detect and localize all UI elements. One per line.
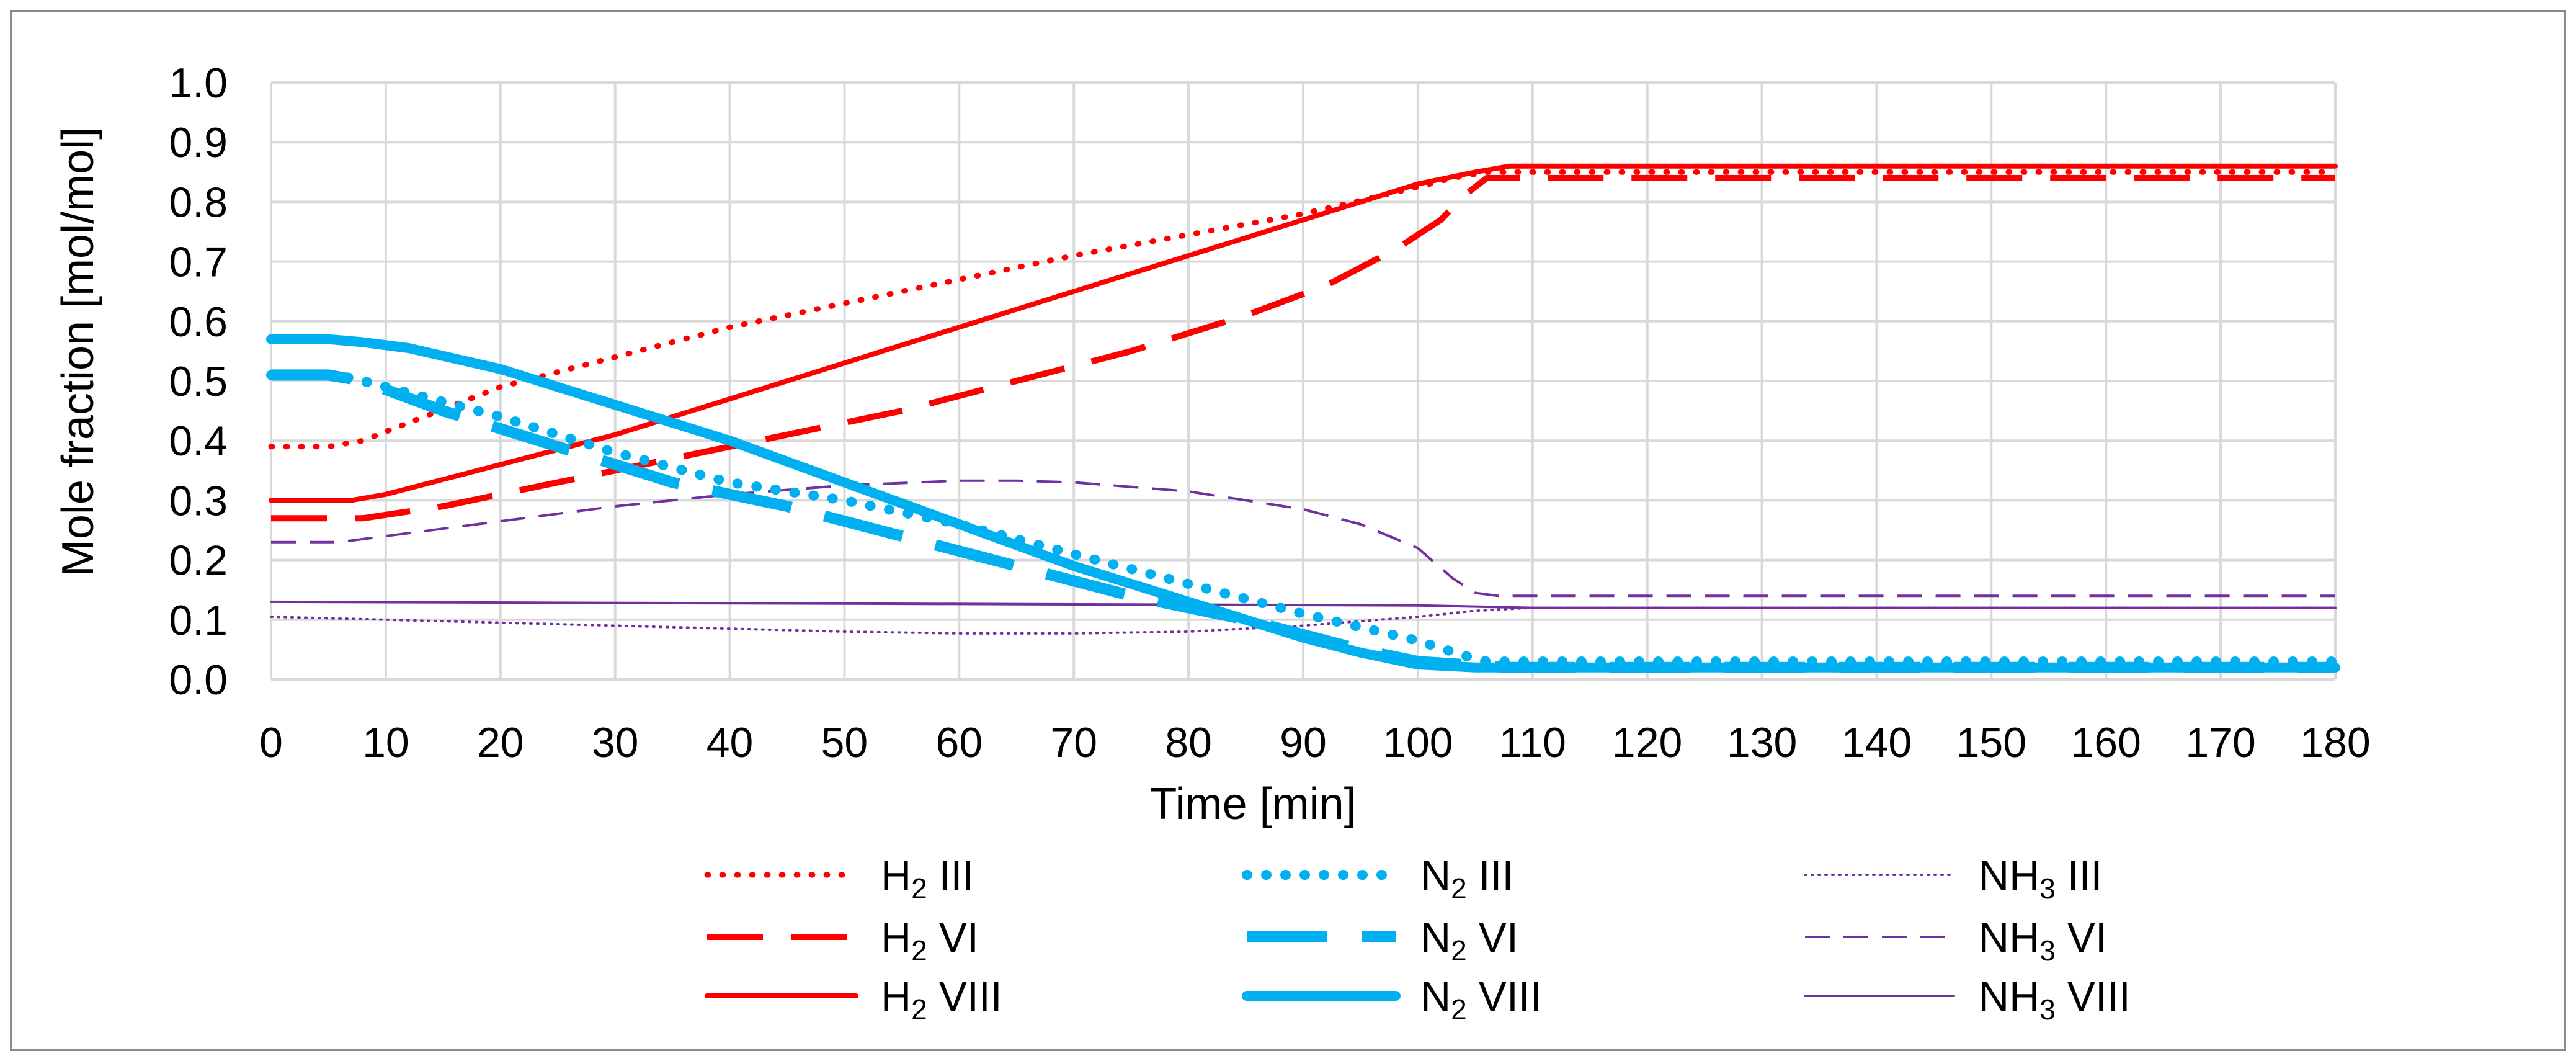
series-line-n2-viii	[266, 334, 2340, 673]
legend-entry-label: H2 III	[881, 852, 974, 905]
x-tick-label: 30	[592, 719, 639, 766]
x-tick-label: 110	[1499, 719, 1566, 766]
series-line-h2-vi	[271, 174, 2335, 522]
x-tick-label: 180	[2300, 719, 2370, 766]
x-tick-label: 160	[2070, 719, 2141, 766]
legend-entry-label: NH3 III	[1979, 852, 2102, 905]
y-tick-label: 0.0	[169, 656, 228, 704]
y-tick-label: 0.1	[169, 597, 228, 644]
x-tick-label: 60	[936, 719, 983, 766]
series-line-h2-viii	[269, 163, 2338, 503]
legend-entry-label: N2 VI	[1420, 914, 1518, 967]
y-axis-label: Mole fraction [mol/mol]	[53, 127, 103, 576]
legend-entry-label: N2 III	[1420, 852, 1513, 905]
x-tick-label: 70	[1050, 719, 1097, 766]
series-line-n2-iii	[266, 370, 2340, 667]
x-tick-label: 100	[1383, 719, 1453, 766]
y-tick-labels: 0.0 0.1 0.2 0.3 0.4 0.5 0.6 0.7 0.8 0.9 1.0	[169, 60, 228, 704]
x-axis-label: Time [min]	[1149, 779, 1356, 829]
series-line-h2-iii	[268, 169, 2338, 450]
x-tick-label: 130	[1727, 719, 1797, 766]
legend-entry-label: NH3 VI	[1979, 914, 2107, 967]
x-tick-label: 40	[706, 719, 754, 766]
y-tick-label: 1.0	[169, 60, 228, 107]
legend: H2 III H2 VI H2 VIII N2 III N2 VI N2 VIII NH3 …	[704, 852, 2131, 1026]
y-tick-label: 0.3	[169, 477, 228, 524]
x-tick-label: 90	[1280, 719, 1327, 766]
y-tick-label: 0.6	[169, 298, 228, 346]
series-line-nh3-vi	[271, 479, 2335, 598]
y-tick-label: 0.4	[169, 418, 228, 465]
legend-entry-label: N2 VIII	[1420, 973, 1542, 1026]
x-tick-label: 10	[362, 719, 409, 766]
y-tick-label: 0.9	[169, 119, 228, 166]
x-tick-label: 50	[821, 719, 868, 766]
grid-lines	[270, 81, 2337, 681]
x-tick-label: 20	[477, 719, 524, 766]
x-tick-label: 120	[1612, 719, 1682, 766]
y-tick-label: 0.7	[169, 239, 228, 286]
y-tick-label: 0.2	[169, 537, 228, 584]
legend-entry-label: NH3 VIII	[1979, 973, 2131, 1026]
x-tick-label: 170	[2185, 719, 2255, 766]
x-tick-label: 80	[1165, 719, 1212, 766]
y-tick-label: 0.5	[169, 358, 228, 405]
legend-entry-label: H2 VIII	[881, 973, 1002, 1026]
series-line-nh3-viii	[270, 600, 2337, 609]
x-tick-label: 150	[1956, 719, 2026, 766]
x-tick-label: 140	[1842, 719, 1912, 766]
y-tick-label: 0.8	[169, 179, 228, 226]
x-tick-labels: 0 10 20 30 40 50 60 70 80 90 100 110 120 130 140 150 160…	[259, 719, 2371, 766]
series-lines	[266, 163, 2340, 673]
x-tick-label: 0	[259, 719, 283, 766]
legend-entry-label: H2 VI	[881, 914, 979, 967]
